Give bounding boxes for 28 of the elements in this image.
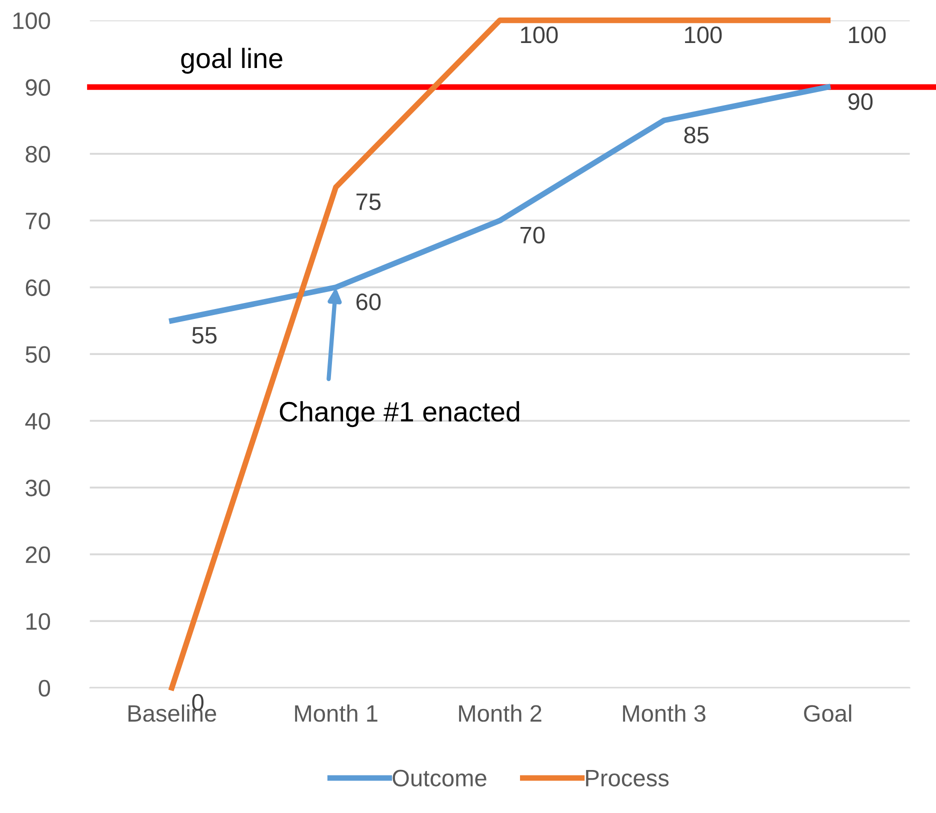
data-label: 100 [685,26,722,44]
legend-label: Outcome [392,770,486,786]
y-tick-label: 100 [13,12,50,30]
y-tick-label: 80 [26,146,50,163]
data-label: 55 [192,327,217,344]
x-tick-label: Goal [804,704,852,722]
data-label: 60 [356,293,381,310]
data-label: 100 [521,26,558,44]
y-tick-label: 40 [25,412,50,430]
y-tick-label: 0 [38,680,50,697]
y-tick-label: 70 [26,212,50,230]
ref-line-label: goal line [181,48,282,74]
data-label: 85 [684,126,709,144]
y-tick-label: 60 [26,279,50,296]
x-tick-label: Month 2 [459,704,542,722]
y-tick-label: 50 [26,346,50,363]
x-tick-label: Month 3 [623,704,706,722]
data-label: 100 [849,26,886,44]
data-label: 75 [356,194,381,210]
x-tick-label: Month 1 [295,704,378,722]
annotation: Change #1 enacted [280,401,520,428]
data-label: 70 [520,226,545,244]
data-label: 90 [848,93,873,110]
legend-label: Process [586,770,669,786]
y-tick-label: 20 [26,546,50,564]
y-tick-label: 10 [26,613,50,630]
y-tick-label: 90 [26,79,50,96]
y-tick-label: 30 [26,480,50,496]
